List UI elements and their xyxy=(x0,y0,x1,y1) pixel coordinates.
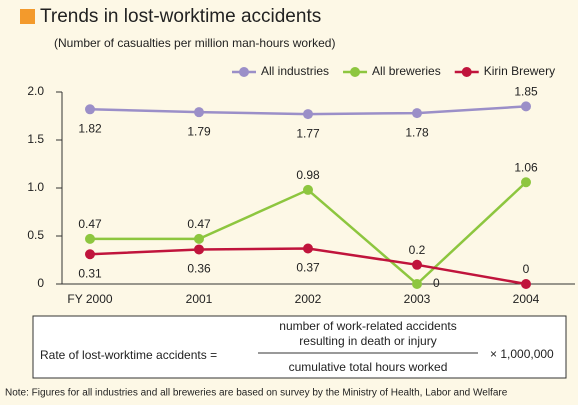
data-label: 0 xyxy=(523,262,530,276)
x-tick-label: 2001 xyxy=(186,292,213,306)
formula-numerator: resulting in death or injury xyxy=(299,334,436,348)
legend-swatch xyxy=(239,67,249,77)
data-point xyxy=(194,233,204,244)
title-icon xyxy=(20,9,35,24)
data-point xyxy=(85,104,95,115)
data-point xyxy=(412,108,422,119)
y-tick-label: 0 xyxy=(37,276,44,290)
data-point xyxy=(85,233,95,244)
x-tick-label: 2004 xyxy=(513,292,540,306)
data-label: 1.85 xyxy=(514,85,538,99)
data-label: 1.78 xyxy=(405,125,429,139)
formula-lhs: Rate of lost-worktime accidents = xyxy=(40,348,217,362)
formula-denominator: cumulative total hours worked xyxy=(289,360,448,374)
data-label: 0.47 xyxy=(78,217,102,231)
data-point xyxy=(194,107,204,118)
legend-label: All industries xyxy=(261,64,329,78)
formula-numerator: number of work-related accidents xyxy=(279,319,456,333)
y-tick-label: 1.0 xyxy=(27,180,44,194)
data-label: 1.77 xyxy=(296,126,320,140)
data-label: 0.31 xyxy=(78,266,102,280)
legend-label: Kirin Brewery xyxy=(484,64,555,78)
y-tick-label: 1.5 xyxy=(27,132,44,146)
chart-subtitle: (Number of casualties per million man-ho… xyxy=(54,36,335,50)
data-point xyxy=(85,249,95,260)
y-tick-label: 2.0 xyxy=(27,84,44,98)
data-point xyxy=(521,279,531,289)
data-point xyxy=(303,243,313,254)
data-label: 0.47 xyxy=(187,217,211,231)
data-point xyxy=(521,101,531,112)
data-label: 1.79 xyxy=(187,124,211,138)
legend-swatch xyxy=(350,67,361,77)
data-label: 1.06 xyxy=(514,160,538,174)
data-point xyxy=(303,109,313,120)
data-point xyxy=(412,279,422,289)
data-point xyxy=(303,184,313,195)
data-label: 0.36 xyxy=(187,262,211,276)
formula-factor: × 1,000,000 xyxy=(490,347,554,361)
data-label: 1.82 xyxy=(78,121,102,135)
data-label: 0.2 xyxy=(409,243,426,257)
data-point xyxy=(521,177,531,188)
x-tick-label: 2002 xyxy=(295,292,322,306)
legend-label: All breweries xyxy=(372,64,441,78)
data-label: 0.98 xyxy=(296,168,320,182)
chart-title: Trends in lost-worktime accidents xyxy=(40,6,321,27)
legend-swatch xyxy=(461,67,472,77)
formula-box xyxy=(32,315,567,379)
data-point xyxy=(412,259,422,270)
x-tick-label: 2003 xyxy=(404,292,431,306)
x-tick-label: FY 2000 xyxy=(67,292,112,306)
data-label: 0.37 xyxy=(296,261,320,275)
data-label: 0 xyxy=(433,276,440,290)
data-point xyxy=(194,244,204,255)
y-tick-label: 0.5 xyxy=(27,228,44,242)
note: Note: Figures for all industries and all… xyxy=(5,388,508,399)
